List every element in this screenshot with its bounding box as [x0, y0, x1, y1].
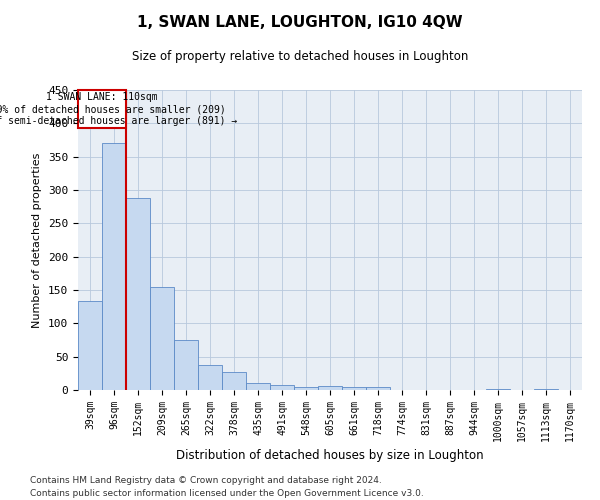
Bar: [246, 384, 270, 390]
Bar: [318, 386, 342, 390]
Bar: [174, 340, 198, 390]
Y-axis label: Number of detached properties: Number of detached properties: [32, 152, 43, 328]
Text: 1, SWAN LANE, LOUGHTON, IG10 4QW: 1, SWAN LANE, LOUGHTON, IG10 4QW: [137, 15, 463, 30]
X-axis label: Distribution of detached houses by size in Loughton: Distribution of detached houses by size …: [176, 449, 484, 462]
Text: Size of property relative to detached houses in Loughton: Size of property relative to detached ho…: [132, 50, 468, 63]
Bar: [78, 300, 102, 390]
Bar: [342, 388, 366, 390]
Bar: [366, 386, 390, 390]
Bar: [270, 386, 294, 390]
Text: 1 SWAN LANE: 110sqm
← 19% of detached houses are smaller (209)
81% of semi-detac: 1 SWAN LANE: 110sqm ← 19% of detached ho…: [0, 92, 237, 126]
FancyBboxPatch shape: [78, 90, 126, 128]
Text: Contains HM Land Registry data © Crown copyright and database right 2024.: Contains HM Land Registry data © Crown c…: [30, 476, 382, 485]
Bar: [102, 144, 126, 390]
Bar: [150, 286, 174, 390]
Bar: [294, 386, 318, 390]
Bar: [126, 198, 150, 390]
Bar: [198, 364, 222, 390]
Bar: [222, 372, 246, 390]
Text: Contains public sector information licensed under the Open Government Licence v3: Contains public sector information licen…: [30, 488, 424, 498]
